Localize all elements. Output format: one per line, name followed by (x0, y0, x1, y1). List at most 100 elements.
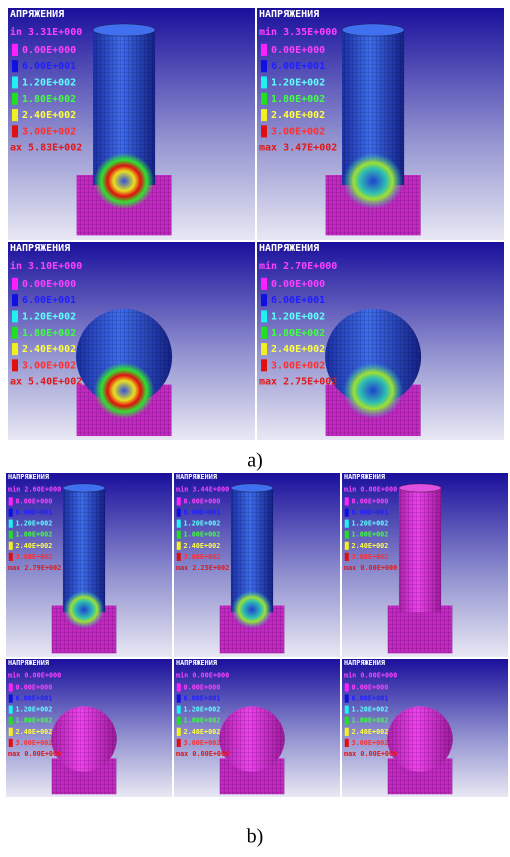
legend-swatch (261, 125, 267, 137)
panel-title: НАПРЯЖЕНИЯ (344, 659, 385, 667)
min-label: min 0.00E+000 (8, 671, 61, 679)
legend-swatch (261, 109, 267, 121)
legend-label: 2.40E+002 (184, 728, 221, 736)
max-label: max 3.47E+002 (259, 143, 337, 154)
min-label: in 3.10E+000 (10, 260, 82, 272)
max-label: ax 5.40E+002 (10, 377, 82, 388)
legend-swatch (345, 542, 349, 550)
legend-swatch (345, 497, 349, 505)
legend-label: 1.20E+002 (22, 311, 76, 322)
legend-label: 2.40E+002 (352, 728, 389, 736)
legend-label: 6.00E+001 (16, 695, 53, 703)
legend-label: 1.20E+002 (352, 706, 389, 714)
legend-label: 3.00E+002 (16, 553, 53, 561)
legend-swatch (12, 294, 18, 306)
legend-label: 1.80E+002 (16, 531, 53, 539)
max-label: max 2.79E+002 (8, 564, 61, 572)
cylinder-top (63, 484, 105, 492)
legend-swatch (261, 294, 267, 306)
panel-title: НАПРЯЖЕНИЯ (8, 659, 49, 667)
legend-label: 6.00E+001 (271, 295, 325, 306)
legend-swatch (177, 683, 181, 691)
caption: b) (247, 826, 264, 848)
cylinder-top (399, 484, 441, 492)
legend-label: 2.40E+002 (16, 728, 53, 736)
panel-title: АПРЯЖЕНИЯ (10, 9, 64, 20)
panel-title: НАПРЯЖЕНИЯ (176, 473, 217, 481)
min-label: min 0.00E+000 (344, 485, 397, 493)
legend-swatch (177, 508, 181, 516)
legend-label: 1.80E+002 (184, 531, 221, 539)
legend-swatch (12, 359, 18, 371)
legend-swatch (12, 310, 18, 322)
legend-swatch (12, 343, 18, 355)
legend-label: 1.80E+002 (22, 328, 76, 339)
max-label: max 0.00E+000 (344, 564, 397, 572)
legend-swatch (261, 359, 267, 371)
min-label: min 0.00E+000 (344, 671, 397, 679)
legend-swatch (345, 508, 349, 516)
legend-label: 2.40E+002 (22, 344, 76, 355)
figure: a) b) АПРЯЖЕНИЯin 3.31E+0000.00E+0006.00… (0, 0, 510, 857)
mesh (388, 605, 453, 653)
legend-label: 1.20E+002 (22, 77, 76, 88)
min-label: min 2.70E+000 (259, 260, 337, 272)
legend-swatch (345, 728, 349, 736)
legend-label: 1.80E+002 (184, 717, 221, 725)
max-label: max 0.00E+000 (344, 750, 397, 758)
legend-swatch (9, 739, 13, 747)
min-label: min 3.35E+000 (259, 26, 337, 38)
legend-label: 0.00E+000 (16, 683, 53, 691)
legend-swatch (261, 278, 267, 290)
legend-label: 1.20E+002 (16, 706, 53, 714)
legend-swatch (345, 706, 349, 714)
legend-swatch (261, 76, 267, 88)
hotspot (94, 153, 154, 209)
cylinder-top (342, 24, 404, 36)
legend-label: 1.20E+002 (352, 520, 389, 528)
legend-swatch (9, 520, 13, 528)
legend-swatch (345, 683, 349, 691)
legend-swatch (177, 520, 181, 528)
legend-swatch (177, 542, 181, 550)
panel-title: НАПРЯЖЕНИЯ (344, 473, 385, 481)
legend-swatch (9, 497, 13, 505)
legend-swatch (12, 93, 18, 105)
legend-label: 3.00E+002 (16, 739, 53, 747)
legend-label: 0.00E+000 (184, 497, 221, 505)
legend-swatch (177, 694, 181, 702)
legend-label: 3.00E+002 (184, 553, 221, 561)
legend-swatch (12, 278, 18, 290)
legend-label: 6.00E+001 (352, 695, 389, 703)
legend-swatch (12, 327, 18, 339)
legend-label: 0.00E+000 (22, 45, 76, 56)
legend-swatch (345, 739, 349, 747)
hotspot (64, 591, 105, 629)
legend-swatch (12, 76, 18, 88)
legend-label: 2.40E+002 (352, 542, 389, 550)
legend-label: 1.80E+002 (352, 531, 389, 539)
legend-swatch (177, 553, 181, 561)
legend-swatch (9, 553, 13, 561)
legend-label: 2.40E+002 (271, 344, 325, 355)
legend-swatch (177, 739, 181, 747)
legend-swatch (12, 60, 18, 72)
legend-label: 0.00E+000 (352, 497, 389, 505)
legend-swatch (345, 531, 349, 539)
min-label: min 2.60E+000 (8, 485, 61, 493)
legend-swatch (261, 93, 267, 105)
legend-swatch (261, 60, 267, 72)
legend-label: 0.00E+000 (184, 683, 221, 691)
min-label: min 3.44E+000 (176, 485, 229, 493)
legend-label: 0.00E+000 (271, 279, 325, 290)
page: a) b) АПРЯЖЕНИЯin 3.31E+0000.00E+0006.00… (0, 0, 510, 857)
legend-swatch (9, 508, 13, 516)
legend-swatch (177, 497, 181, 505)
cylinder-top (231, 484, 273, 492)
legend-label: 0.00E+000 (352, 683, 389, 691)
legend-swatch (177, 531, 181, 539)
legend-label: 1.20E+002 (271, 311, 325, 322)
